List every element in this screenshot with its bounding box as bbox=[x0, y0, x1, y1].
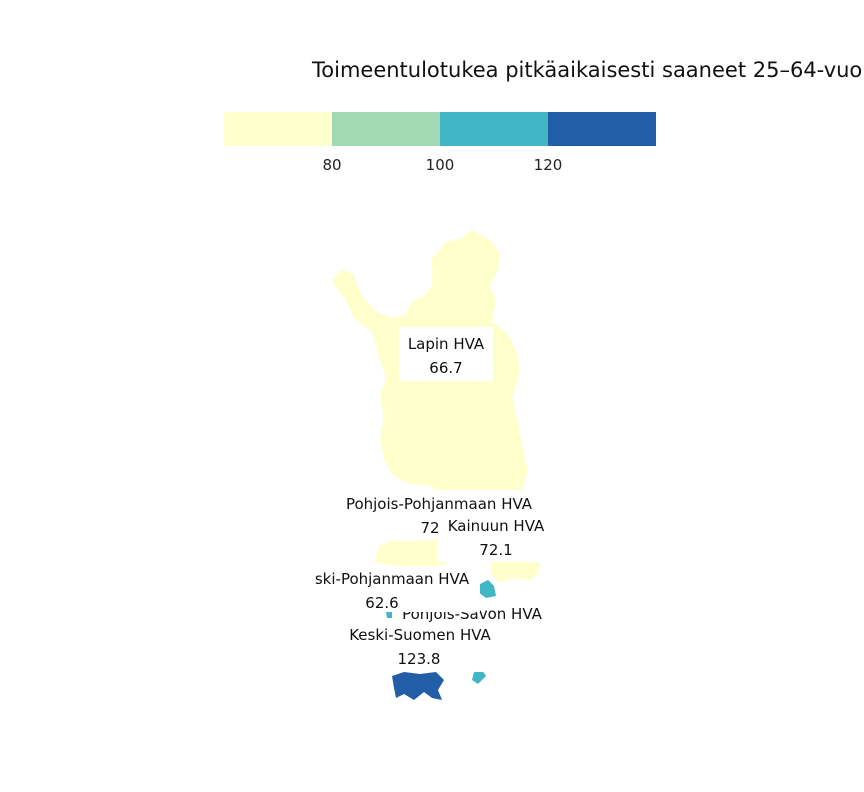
region-pohjois-savo-south bbox=[472, 670, 486, 684]
label-keski-pohjanmaa-name: ski-Pohjanmaan HVA bbox=[315, 570, 470, 588]
label-box-pohjois-pohjanmaa bbox=[340, 490, 538, 516]
label-pohjois-pohjanmaa-value: 72 bbox=[420, 519, 439, 537]
label-kainuu-name: Kainuun HVA bbox=[448, 517, 545, 535]
legend: 80 100 120 bbox=[224, 112, 656, 174]
legend-swatch-1 bbox=[224, 112, 332, 146]
label-keski-suomi-value: 123.8 bbox=[398, 650, 441, 668]
legend-tick-100: 100 bbox=[426, 156, 455, 174]
region-pohjois-pohjanmaa bbox=[374, 520, 456, 566]
legend-swatch-3 bbox=[440, 112, 548, 146]
label-pohjois-pohjanmaa-name: Pohjois-Pohjanmaan HVA bbox=[346, 495, 533, 513]
label-keski-suomi-name: Keski-Suomen HVA bbox=[349, 626, 491, 644]
legend-tick-80: 80 bbox=[322, 156, 341, 174]
region-labels: Lapin HVA 66.7 Pohjois-Pohjanmaan HVA 72… bbox=[300, 327, 546, 672]
label-kainuu-value: 72.1 bbox=[479, 541, 512, 559]
map-title: Toimeentulotukea pitkäaikaisesti saaneet… bbox=[311, 58, 862, 82]
legend-swatch-4 bbox=[548, 112, 656, 146]
region-kainuu bbox=[490, 562, 540, 582]
label-box-keski-suomi bbox=[340, 622, 498, 672]
label-lapin-value: 66.7 bbox=[429, 359, 462, 377]
region-pohjois-savo bbox=[478, 580, 496, 598]
legend-swatch-2 bbox=[332, 112, 440, 146]
label-box-keski-pohjanmaa bbox=[300, 566, 480, 612]
label-box-kainuu bbox=[438, 512, 546, 562]
label-box-lapin bbox=[399, 327, 493, 381]
label-lapin-name: Lapin HVA bbox=[408, 335, 485, 353]
legend-tick-120: 120 bbox=[534, 156, 563, 174]
region-keski-suomi bbox=[392, 672, 444, 700]
label-keski-pohjanmaa-value: 62.6 bbox=[365, 594, 398, 612]
